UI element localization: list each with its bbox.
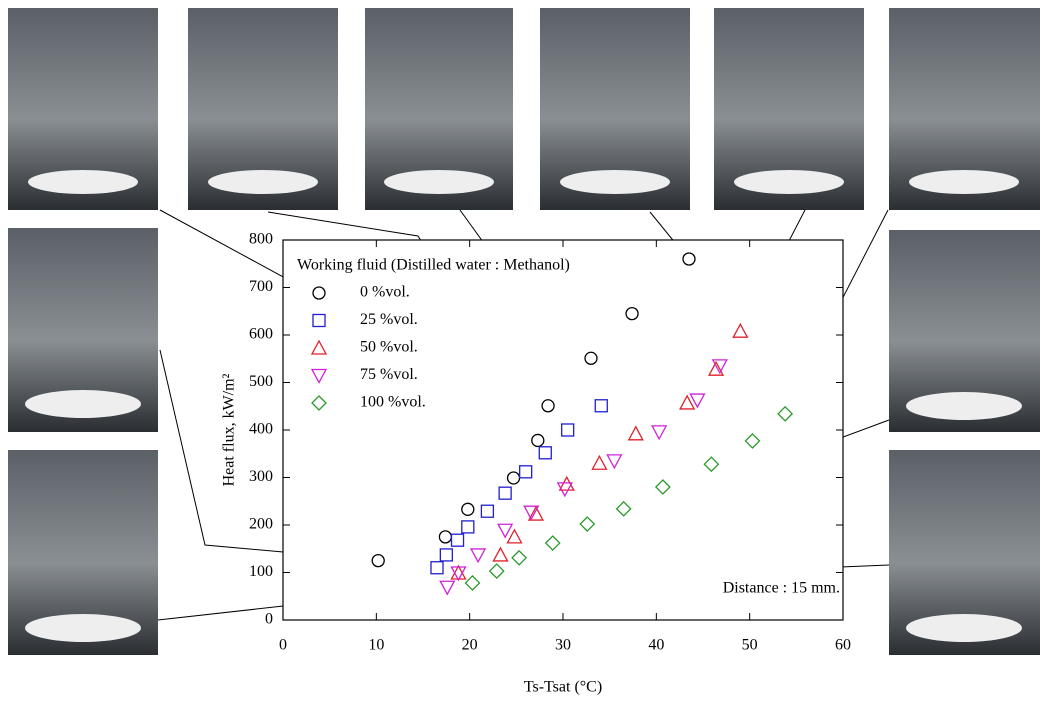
y-tick-label: 400 <box>249 421 273 438</box>
y-tick-label: 0 <box>265 611 273 628</box>
x-tick-label: 20 <box>462 637 478 654</box>
legend-label: 75 %vol. <box>360 366 418 383</box>
photo <box>714 8 864 210</box>
photo <box>889 8 1040 210</box>
y-axis-label: Heat flux, kW/m² <box>221 373 238 486</box>
figure: 01020304050600100200300400500600700800 W… <box>0 0 1040 700</box>
x-tick-label: 30 <box>555 637 571 654</box>
legend-label: 100 %vol. <box>360 394 426 411</box>
photo <box>540 8 690 210</box>
photo <box>889 450 1040 655</box>
photo <box>8 450 158 655</box>
y-tick-label: 200 <box>249 516 273 533</box>
y-tick-label: 500 <box>249 373 273 390</box>
x-tick-label: 10 <box>368 637 384 654</box>
y-tick-label: 100 <box>249 563 273 580</box>
photo <box>365 8 513 210</box>
y-tick-label: 300 <box>249 468 273 485</box>
y-tick-label: 600 <box>249 326 273 343</box>
legend-label: 25 %vol. <box>360 311 418 328</box>
photo <box>8 228 158 432</box>
y-tick-label: 700 <box>249 278 273 295</box>
x-tick-label: 0 <box>279 637 287 654</box>
photo <box>188 8 338 210</box>
x-axis-label: Ts-Tsat (°C) <box>524 679 602 696</box>
photo <box>8 8 158 210</box>
x-tick-label: 50 <box>742 637 758 654</box>
x-tick-label: 40 <box>648 637 664 654</box>
legend-label: 0 %vol. <box>360 284 410 301</box>
x-tick-label: 60 <box>835 637 851 654</box>
y-tick-label: 800 <box>249 231 273 248</box>
legend-title: Working fluid (Distilled water : Methano… <box>297 257 570 274</box>
legend-label: 50 %vol. <box>360 339 418 356</box>
annotation: Distance : 15 mm. <box>723 580 840 597</box>
photo <box>889 230 1040 432</box>
